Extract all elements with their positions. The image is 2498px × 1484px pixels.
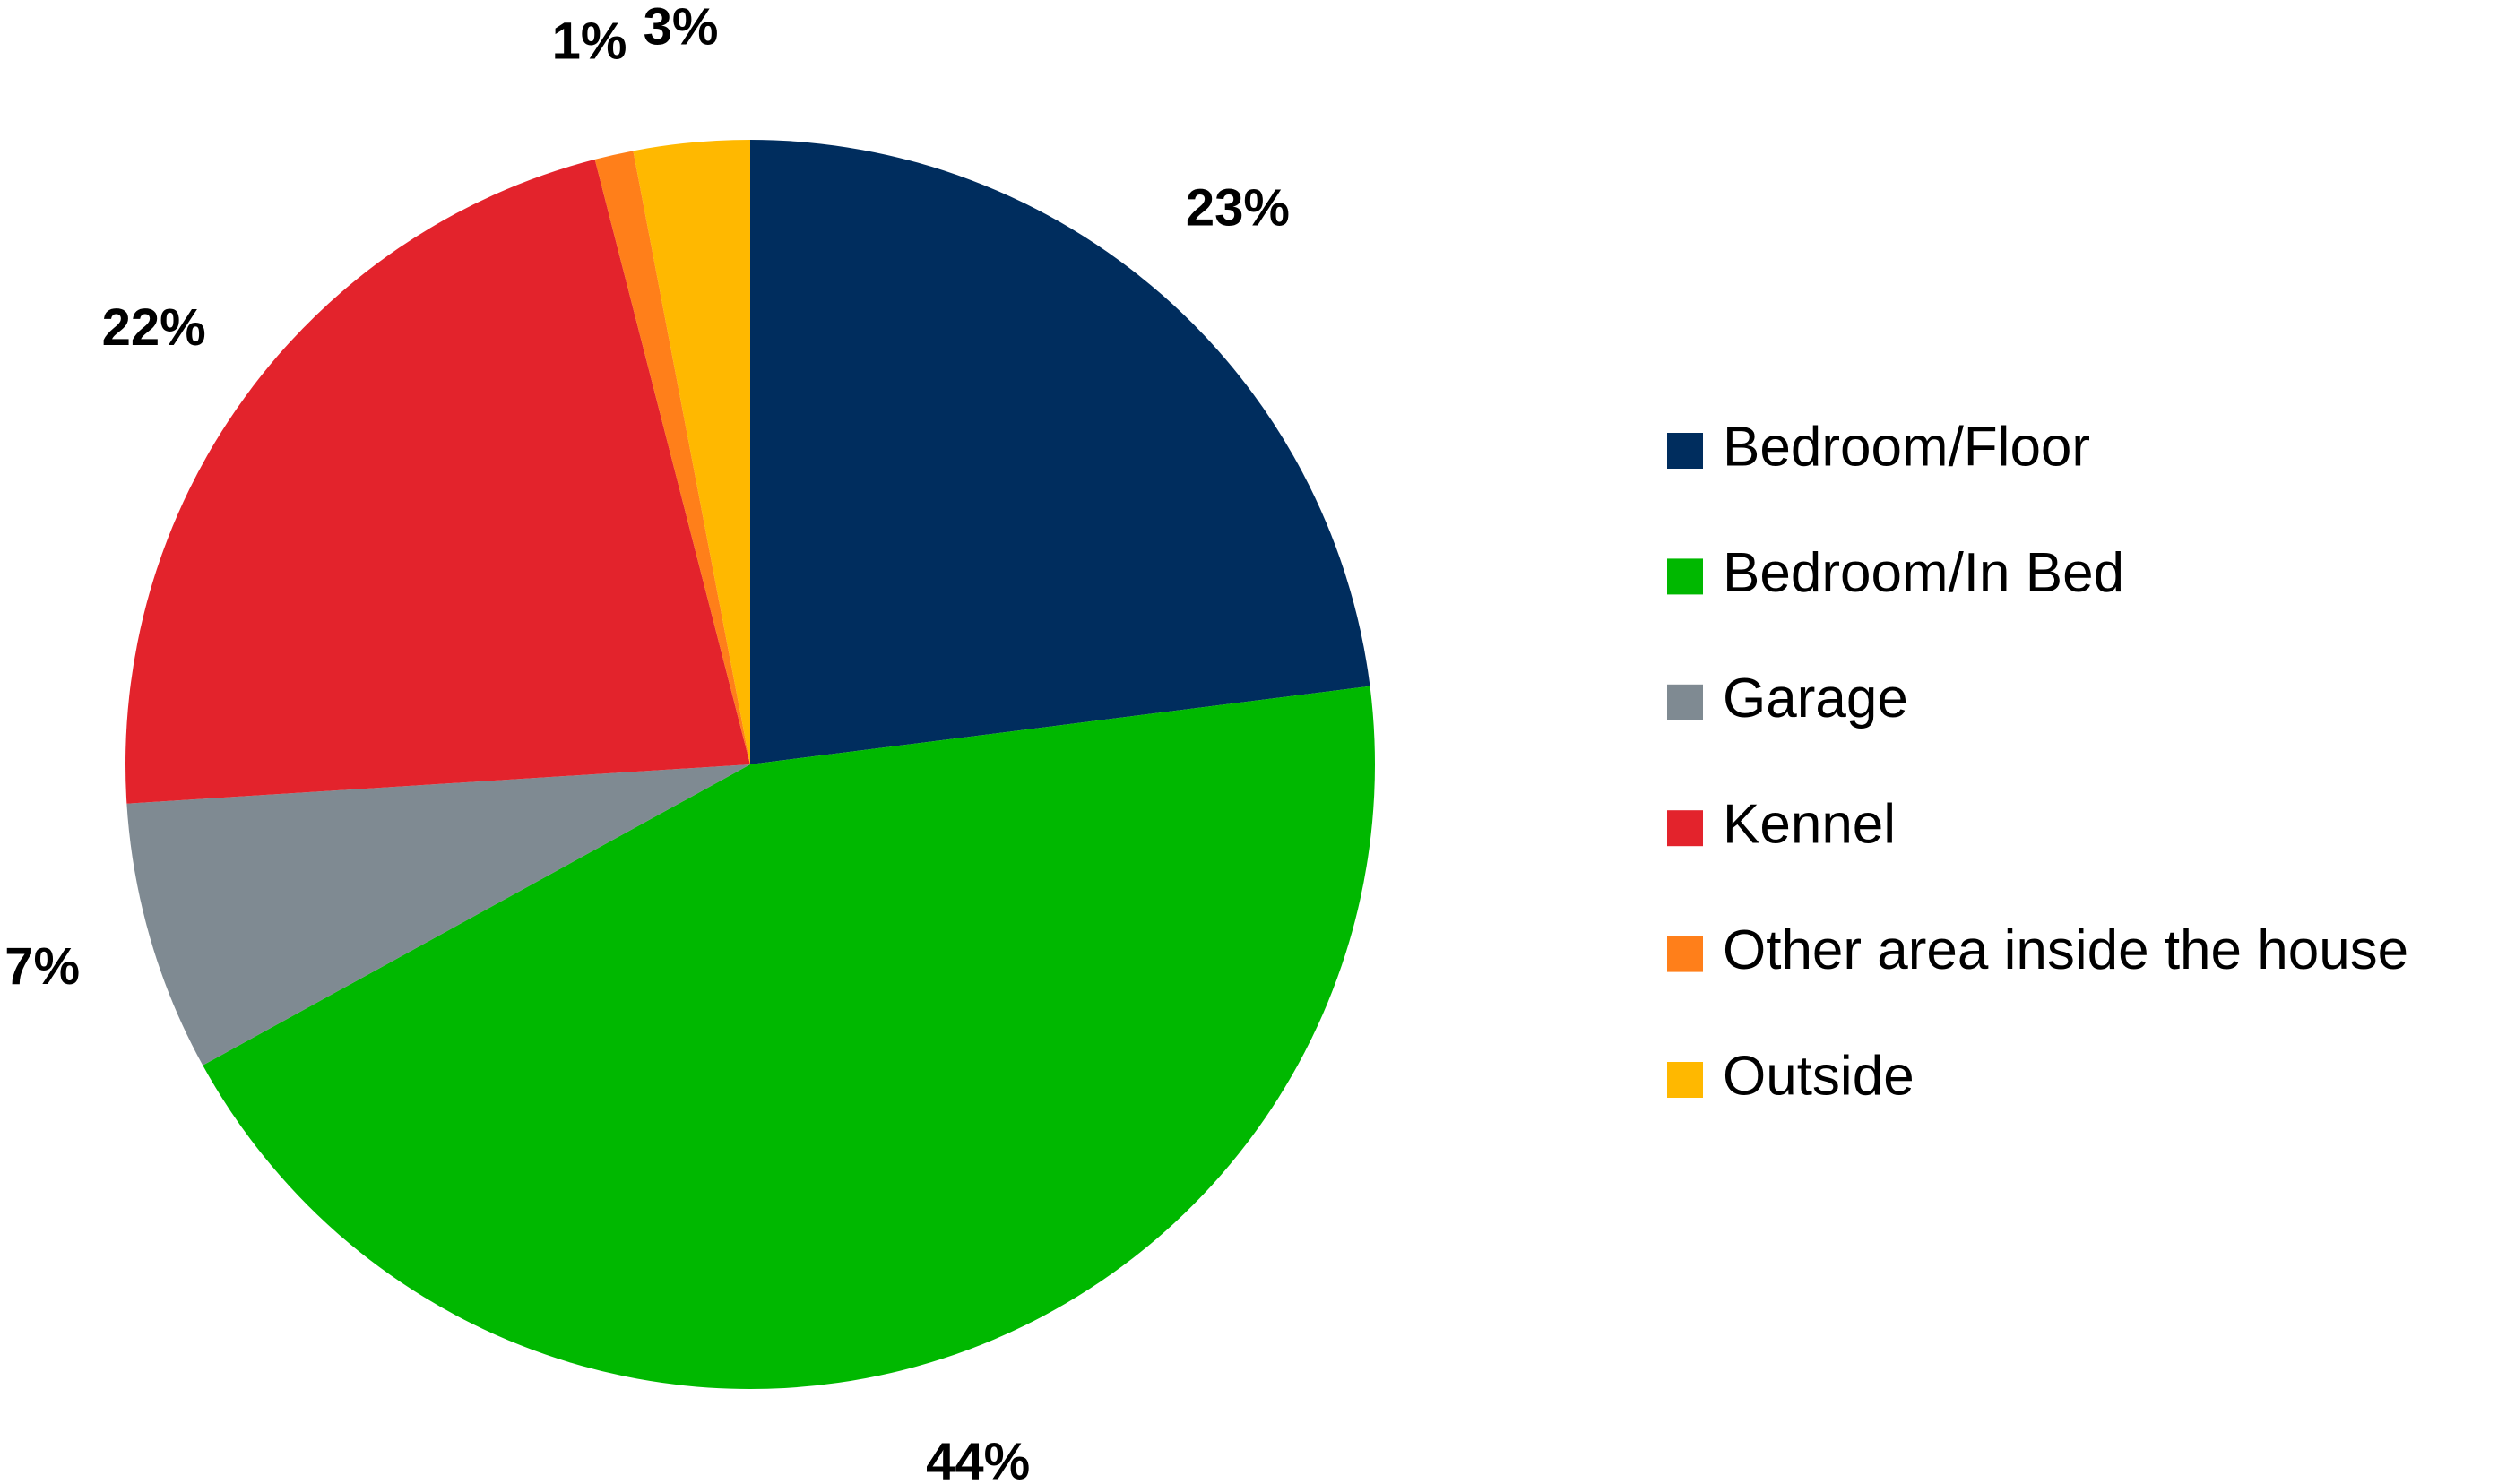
legend-swatch	[1667, 558, 1703, 595]
value-label: 7%	[4, 937, 80, 996]
pie-slice	[594, 151, 750, 765]
pie-slice	[633, 140, 750, 764]
legend-swatch	[1667, 1062, 1703, 1098]
legend-swatch	[1667, 810, 1703, 847]
value-label: 3%	[644, 0, 719, 56]
legend-swatch	[1667, 684, 1703, 720]
pie-slice	[750, 140, 1370, 764]
legend-label: Kennel	[1723, 794, 1896, 856]
pie-slice	[125, 159, 750, 804]
legend-label: Outside	[1723, 1045, 1915, 1107]
value-label: 23%	[1186, 178, 1290, 237]
legend-label: Garage	[1723, 668, 1908, 729]
legend-label: Bedroom/In Bed	[1723, 542, 2124, 604]
value-label: 1%	[552, 13, 627, 71]
legend-label: Other area inside the house	[1723, 919, 2408, 981]
legend-swatch	[1667, 433, 1703, 469]
legend-label: Bedroom/Floor	[1723, 416, 2090, 478]
value-label: 44%	[926, 1433, 1030, 1484]
value-label: 22%	[102, 298, 206, 357]
pie-slice	[126, 764, 750, 1066]
legend-swatch	[1667, 936, 1703, 972]
pie-slice	[203, 686, 1376, 1389]
